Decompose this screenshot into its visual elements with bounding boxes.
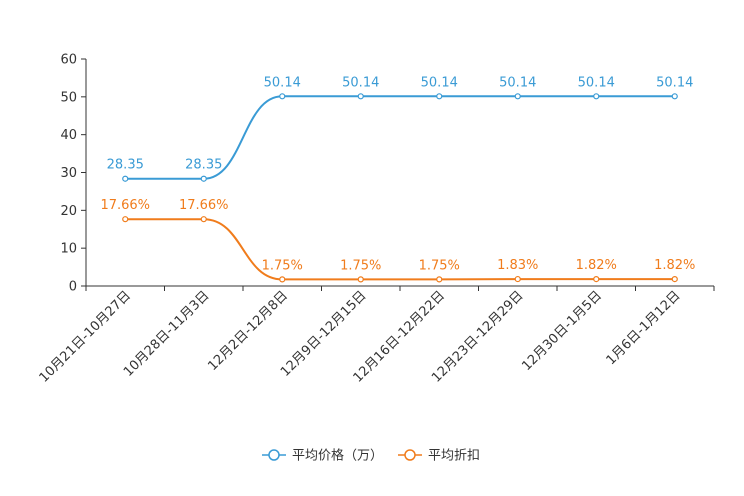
x-tick-label: 12月9日-12月15日 xyxy=(278,288,370,380)
data-label: 50.14 xyxy=(656,75,693,90)
series-line xyxy=(125,218,675,281)
data-point[interactable] xyxy=(357,276,364,283)
data-point[interactable] xyxy=(436,93,443,100)
data-label: 28.35 xyxy=(185,158,222,173)
y-tick-label: 20 xyxy=(60,204,77,219)
data-point[interactable] xyxy=(122,175,129,182)
series-2: 17.66% 17.66% 1.75% 1.75% 1.75% 1.83% 1.82% 1.8… xyxy=(100,198,695,283)
data-label: 1.83% xyxy=(497,258,538,273)
legend-label: 平均价格（万） xyxy=(292,448,383,464)
data-point[interactable] xyxy=(671,93,678,100)
data-label: 1.82% xyxy=(654,258,695,273)
legend-label: 平均折扣 xyxy=(428,449,480,464)
y-tick-label: 60 xyxy=(60,53,77,68)
data-label: 1.75% xyxy=(419,258,460,273)
data-point[interactable] xyxy=(593,276,600,283)
data-label: 17.66% xyxy=(100,198,150,213)
x-tick-label: 10月28日-11月3日 xyxy=(121,288,213,380)
legend-marker-icon xyxy=(404,449,416,461)
legend-marker-icon xyxy=(268,449,280,461)
x-tick-label: 1月6日-1月12日 xyxy=(604,288,684,368)
series-line xyxy=(125,95,675,180)
data-point[interactable] xyxy=(514,275,521,283)
y-tick-label: 30 xyxy=(60,166,77,181)
data-point[interactable] xyxy=(200,175,207,182)
data-point[interactable] xyxy=(200,216,207,223)
x-tick-label: 12月30日-1月5日 xyxy=(519,288,605,374)
data-point[interactable] xyxy=(122,216,129,223)
data-label: 1.82% xyxy=(576,258,617,273)
data-point[interactable] xyxy=(279,93,286,100)
data-label: 50.14 xyxy=(342,75,379,90)
data-label: 50.14 xyxy=(578,75,615,90)
data-label: 50.14 xyxy=(421,75,458,90)
data-label: 17.66% xyxy=(179,198,229,213)
data-point[interactable] xyxy=(514,93,521,100)
legend-item-1[interactable]: 平均价格（万） xyxy=(262,448,383,464)
data-label: 28.35 xyxy=(107,158,144,173)
data-point[interactable] xyxy=(671,276,678,283)
y-tick-label: 10 xyxy=(60,242,77,257)
x-tick-label: 12月2日-12月8日 xyxy=(205,288,291,374)
data-label: 50.14 xyxy=(264,75,301,90)
legend[interactable]: 平均价格（万） 平均折扣 xyxy=(262,448,480,464)
series-1: 28.35 28.35 50.14 50.14 50.14 50.14 50.14 50.14 xyxy=(107,75,693,182)
data-label: 50.14 xyxy=(499,75,536,90)
series-layer: 28.35 28.35 50.14 50.14 50.14 50.14 50.14 50.14… xyxy=(100,75,695,283)
y-tick-label: 50 xyxy=(60,90,77,105)
data-point[interactable] xyxy=(436,276,443,283)
data-point[interactable] xyxy=(593,93,600,100)
y-tick-label: 0 xyxy=(69,280,77,295)
data-label: 1.75% xyxy=(262,258,303,273)
data-point[interactable] xyxy=(279,276,286,283)
data-label: 1.75% xyxy=(340,258,381,273)
data-point[interactable] xyxy=(357,93,364,100)
y-tick-label: 40 xyxy=(60,128,77,143)
x-tick-label: 10月21日-10月27日 xyxy=(37,288,134,385)
legend-item-2[interactable]: 平均折扣 xyxy=(398,449,480,464)
